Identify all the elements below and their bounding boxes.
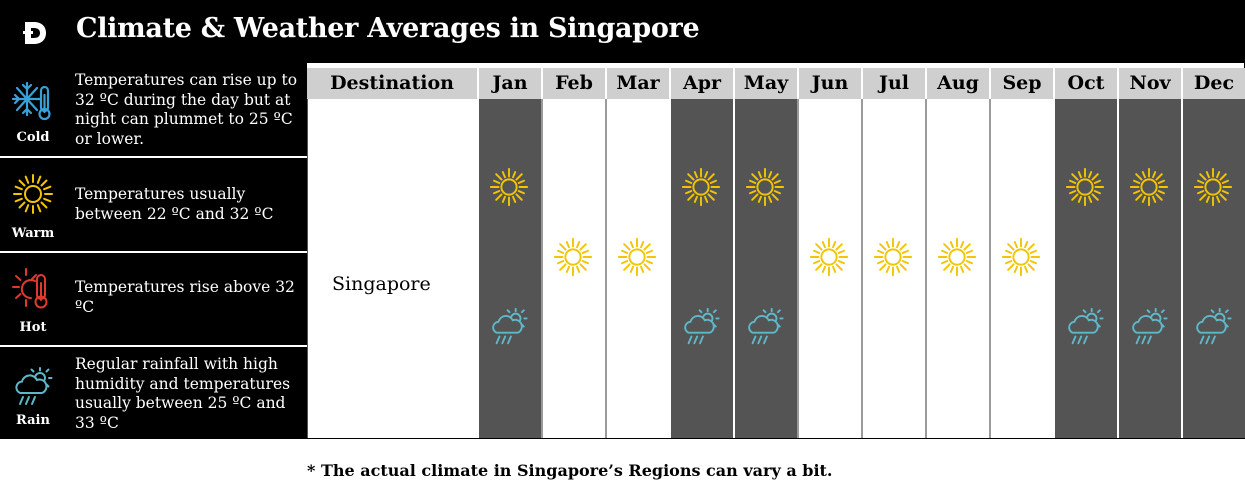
month-header-oct: Oct — [1053, 68, 1117, 99]
destination-name: Singapore — [332, 273, 431, 295]
sun-icon — [809, 237, 849, 277]
legend-text-warm: Temperatures usually between 22 ºC and 3… — [75, 185, 274, 223]
sun-icon — [745, 167, 785, 207]
month-header-nov: Nov — [1117, 68, 1181, 99]
month-header-feb: Feb — [541, 68, 605, 99]
month-cell-jan — [477, 99, 541, 438]
rain-cloud-sun-icon — [684, 307, 720, 345]
sun-icon — [13, 174, 53, 214]
destination-cell: Singapore — [307, 99, 477, 438]
sun-thermometer-icon — [12, 268, 48, 309]
legend-panel: Cold Temperatures can rise up to 32 ºC d… — [0, 63, 307, 439]
month-cell-apr — [669, 99, 733, 438]
month-header-apr: Apr — [669, 68, 733, 99]
month-header-jan: Jan — [477, 68, 541, 99]
page-header: Climate & Weather Averages in Singapore — [0, 0, 1245, 63]
legend-text-rain: Regular rainfall with high humidity and … — [75, 355, 291, 432]
month-cell-oct — [1053, 99, 1117, 438]
rain-cloud-sun-icon — [748, 307, 784, 345]
legend-text-hot: Temperatures rise above 32 ºC — [75, 278, 295, 316]
month-header-jun: Jun — [797, 68, 861, 99]
legend-item-hot: Hot Temperatures rise above 32 ºC — [0, 251, 307, 345]
legend-label-hot: Hot — [19, 320, 47, 335]
legend-label-warm: Warm — [11, 226, 55, 241]
snowflake-thermometer-icon — [11, 81, 51, 121]
brand-logo-icon — [23, 22, 46, 44]
sun-icon — [937, 237, 977, 277]
sun-icon — [489, 167, 529, 207]
month-cell-dec — [1181, 99, 1245, 438]
month-cell-nov — [1117, 99, 1181, 438]
sun-icon — [1065, 167, 1105, 207]
rain-cloud-sun-icon — [1068, 307, 1104, 345]
month-header-aug: Aug — [925, 68, 989, 99]
month-header-dec: Dec — [1181, 68, 1245, 99]
sun-icon — [1193, 167, 1233, 207]
sun-icon — [617, 237, 657, 277]
month-header-mar: Mar — [605, 68, 669, 99]
legend-item-rain: Rain Regular rainfall with high humidity… — [0, 345, 307, 439]
legend-item-warm: Warm Temperatures usually between 22 ºC … — [0, 156, 307, 251]
page-title: Climate & Weather Averages in Singapore — [76, 13, 700, 44]
legend-text-cold: Temperatures can rise up to 32 ºC during… — [75, 71, 298, 148]
sun-icon — [873, 237, 913, 277]
sun-icon — [553, 237, 593, 277]
rain-cloud-sun-icon — [1196, 307, 1232, 345]
rain-cloud-sun-icon — [492, 307, 528, 345]
sun-icon — [681, 167, 721, 207]
legend-label-rain: Rain — [16, 413, 50, 428]
month-header-jul: Jul — [861, 68, 925, 99]
sun-icon — [1129, 167, 1169, 207]
climate-table: Destination Singapore Jan Feb Mar Apr May Jun… — [307, 63, 1245, 439]
footnote: * The actual climate in Singapore’s Regi… — [307, 461, 833, 480]
month-header-may: May — [733, 68, 797, 99]
destination-header: Destination — [307, 68, 477, 99]
rain-cloud-sun-icon — [1132, 307, 1168, 345]
legend-item-cold: Cold Temperatures can rise up to 32 ºC d… — [0, 63, 307, 156]
legend-label-cold: Cold — [16, 130, 50, 145]
month-cell-may — [733, 99, 797, 438]
month-header-sep: Sep — [989, 68, 1053, 99]
rain-cloud-sun-icon — [15, 367, 53, 405]
sun-icon — [1001, 237, 1041, 277]
